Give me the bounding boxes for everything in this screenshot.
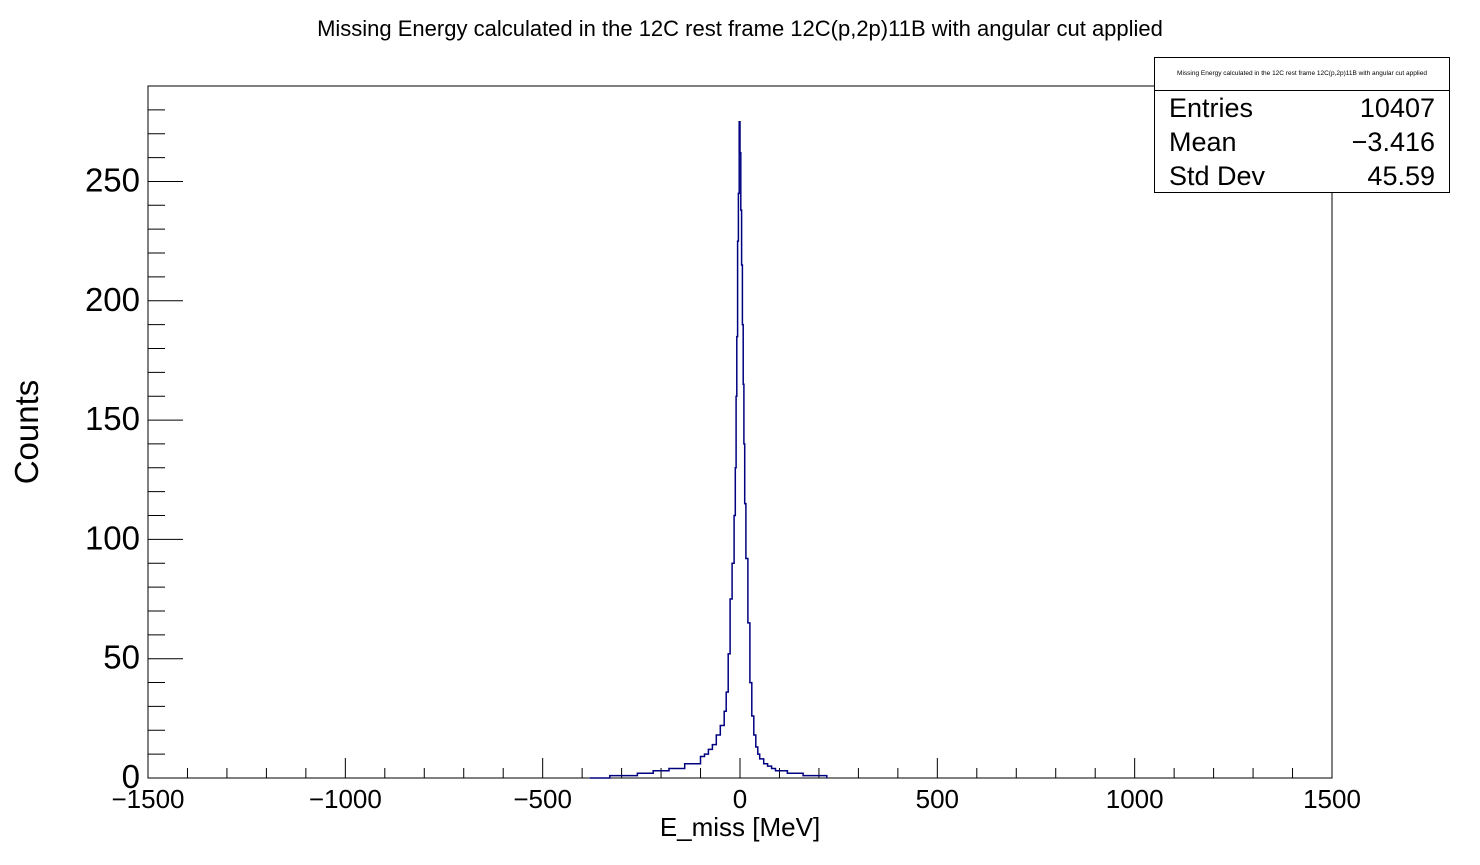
histogram-bin [774,770,777,772]
histogram-bin [745,557,747,560]
histogram-bin [737,192,740,194]
histogram-bin [731,562,733,564]
histogram-bin [707,748,710,750]
histogram-bin [741,324,743,326]
stats-box-title: Missing Energy calculated in the 12C res… [1155,58,1449,91]
histogram-bin [725,691,727,693]
histogram-bin [652,770,654,772]
histogram-bin [749,681,751,684]
histogram-bin [818,775,820,777]
histogram-bin [736,335,738,338]
histogram-bin [729,598,731,600]
histogram-bin [692,763,694,765]
histogram-bin [743,443,745,445]
series-layer [589,121,828,779]
histogram-bin [810,775,812,777]
stats-entries-value: 10407 [1359,93,1435,123]
histogram-bin [744,502,746,505]
histogram-bin [742,383,744,385]
histogram-bin [757,753,759,755]
x-tick-label: 0 [733,784,747,814]
histogram-bin [723,710,725,712]
histogram-bin [753,734,755,736]
chart-title: Missing Energy calculated in the 12C res… [317,16,1163,41]
histogram-bin [740,264,743,266]
histogram-bin [668,767,670,770]
y-tick-label: 50 [103,639,140,676]
histogram-bin [735,395,737,397]
histogram-bin [699,755,702,758]
histogram-bin [826,777,828,779]
y-tick-label: 150 [85,400,140,437]
histogram-bin [609,775,611,777]
histogram-bin [644,772,646,774]
histogram-bin [786,772,788,774]
stats-stddev-label: Std Dev [1169,161,1266,191]
histogram-bin [770,767,773,770]
histogram-bin [737,240,739,242]
histogram-bin [703,753,706,755]
histogram-bin [739,152,741,154]
histogram-bin [719,724,721,727]
x-tick-label: −1000 [309,784,382,814]
stats-entries-label: Entries [1169,93,1254,123]
histogram-bin [734,467,736,469]
y-tick-label: 0 [122,758,140,795]
stats-row-entries: Entries 10407 [1155,91,1449,125]
histogram-bin [711,743,713,746]
histogram-bin [751,715,753,717]
histogram-bin [802,775,804,777]
x-tick-label: −1500 [111,784,184,814]
histogram-bin [727,653,729,655]
stats-stddev-value: 45.59 [1367,161,1435,191]
histogram-bin [715,734,717,736]
histogram-series-line [590,121,828,779]
histogram-bin [733,514,735,517]
stats-row-mean: Mean −3.416 [1155,125,1449,159]
histogram-bin [660,770,662,772]
stats-box[interactable]: Missing Energy calculated in the 12C res… [1154,57,1450,193]
ticks-layer [147,85,1333,779]
y-tick-label: 250 [85,161,140,198]
stats-mean-value: −3.416 [1351,127,1435,157]
histogram-bin [755,746,757,748]
histogram-bin [636,772,638,774]
histogram-bin [628,775,631,777]
y-tick-label: 200 [85,281,140,318]
histogram-bin [621,775,623,777]
histogram-bin [794,772,796,774]
histogram-bin [589,777,591,779]
y-axis-title: Counts [8,380,45,485]
x-tick-label: 1500 [1303,784,1361,814]
histogram-bin [747,622,749,624]
histogram-bin [763,763,765,765]
x-tick-label: −500 [513,784,572,814]
stats-mean-label: Mean [1169,127,1237,157]
histogram-bin [778,770,781,772]
histogram-bin [740,209,742,211]
histogram-bin [676,767,678,770]
stats-row-stddev: Std Dev 45.59 [1155,159,1449,193]
x-axis-title: E_miss [MeV] [660,812,820,842]
x-tick-label: 500 [916,784,959,814]
histogram-bin [767,765,769,767]
y-tick-label: 100 [85,519,140,556]
labels-layer: −1500 −1000 −500 0 500 1000 1500 0 50 100 150 200 25… [8,161,1361,842]
histogram-bin [684,763,686,765]
x-tick-label: 1000 [1106,784,1164,814]
histogram-bin [759,758,761,760]
histogram-bin [738,121,740,123]
